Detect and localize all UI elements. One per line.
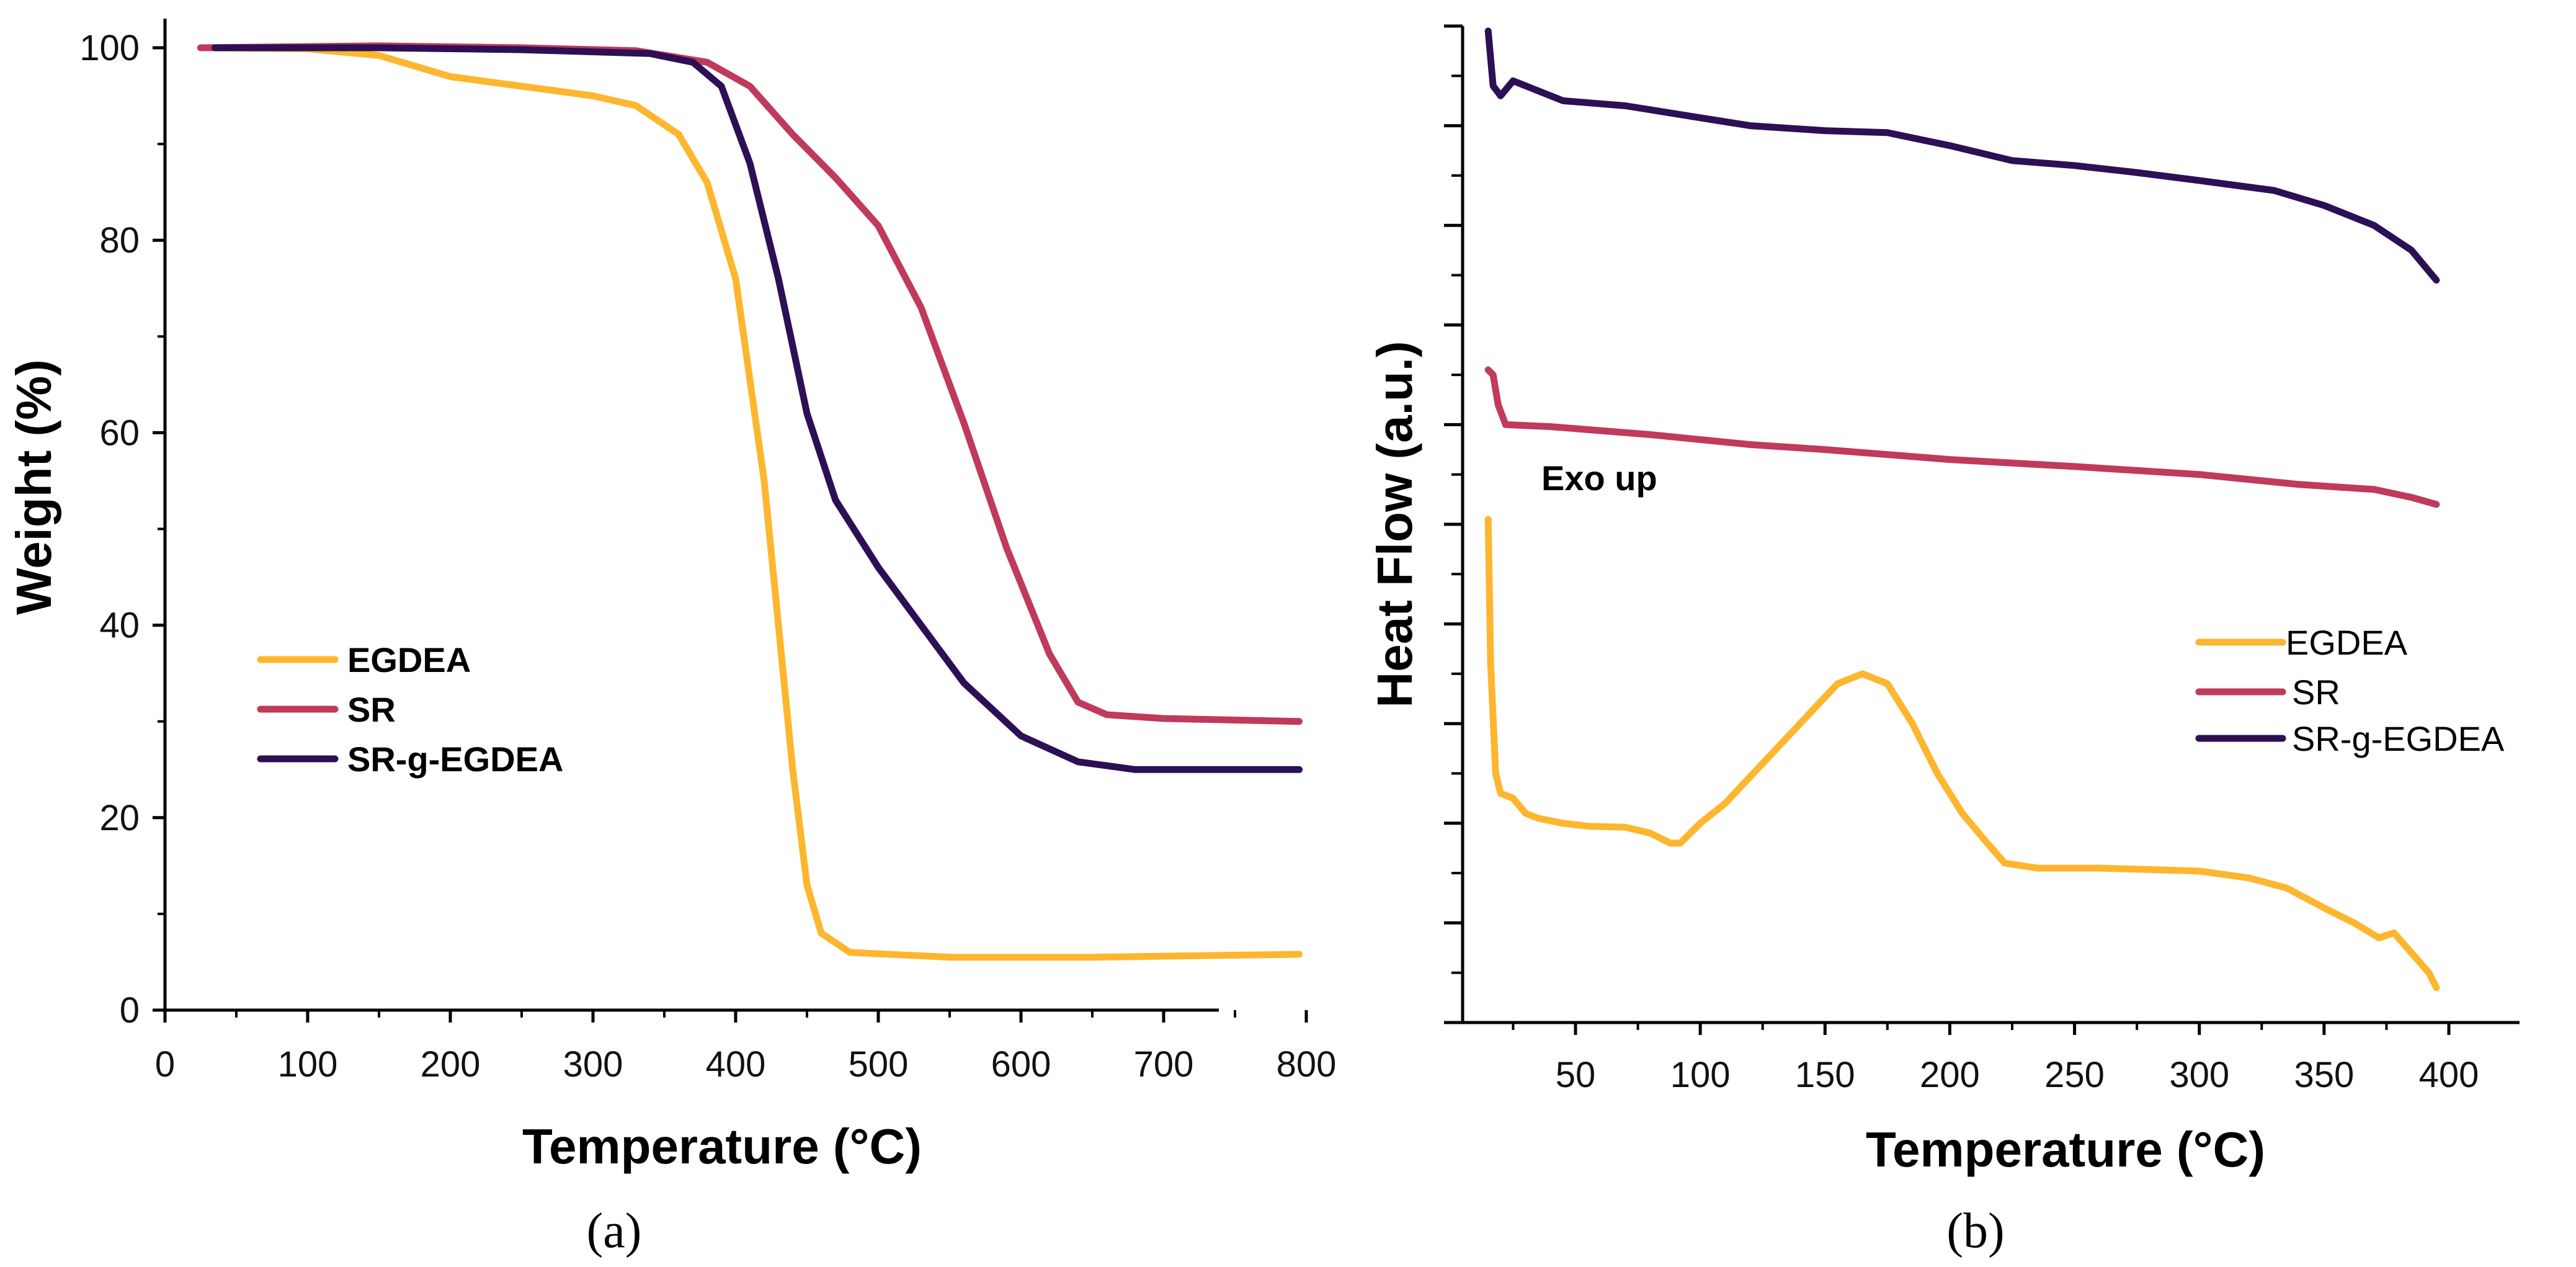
panel-a-ticks: 0 100 200 300 400 500 600 700 800 0 20 40 60 80 100: [79, 28, 1336, 1085]
panel-b-series-sr-g-egdea: [1484, 27, 2440, 284]
legend-b-srg-label: SR-g-EGDEA: [2292, 719, 2505, 758]
panel-b-label: (b): [1946, 1204, 2004, 1258]
panel-b-x-tick-label: 200: [1920, 1055, 1980, 1095]
panel-a-legend: EGDEA SR SR-g-EGDEA: [257, 640, 563, 779]
panel-b-ticks: 50 100 150 200 250 300 350 400: [1444, 24, 2479, 1095]
legend-b-sr-label: SR: [2292, 673, 2340, 712]
panel-a-y-tick-label: 40: [99, 606, 140, 646]
panel-a-x-tick-label: 600: [991, 1044, 1051, 1085]
panel-b-x-tick-label: 350: [2294, 1055, 2354, 1095]
panel-b-series: [1484, 27, 2440, 992]
panel-a-x-title: Temperature (°C): [522, 1119, 922, 1174]
panel-b-x-title: Temperature (°C): [1866, 1122, 2265, 1177]
panel-a-series: [197, 42, 1303, 961]
panel-a-y-title: Weight (%): [6, 359, 61, 615]
panel-b-x-tick-label: 400: [2419, 1055, 2479, 1095]
panel-a-x-tick-label: 400: [706, 1044, 766, 1085]
panel-a-y-tick-label: 0: [120, 990, 140, 1031]
panel-a-series-sr-g-egdea: [212, 44, 1303, 773]
legend-a-egdea-label: EGDEA: [347, 640, 471, 679]
panel-a-x-tick-label: 700: [1134, 1044, 1194, 1085]
panel-a-chart: 0 100 200 300 400 500 600 700 800 0 20 40 60 80 100 Te…: [6, 19, 1336, 1258]
panel-b-x-tick-label: 250: [2044, 1055, 2105, 1095]
panel-a-x-tick-label: 800: [1277, 1044, 1337, 1085]
panel-a-x-tick-label: 500: [849, 1044, 909, 1085]
panel-a-x-tick-label: 0: [155, 1044, 175, 1085]
panel-a-series-egdea: [197, 44, 1303, 961]
legend-a-srg-label: SR-g-EGDEA: [347, 740, 563, 779]
panel-b-legend: EGDEA SR SR-g-EGDEA: [2195, 623, 2505, 758]
panel-b-x-tick-label: 100: [1670, 1055, 1731, 1095]
panel-a-y-tick-label: 80: [99, 220, 140, 261]
panel-a-x-tick-label: 200: [421, 1044, 481, 1085]
panel-a-y-tick-label: 20: [99, 798, 140, 838]
panel-a-y-tick-label: 60: [99, 413, 140, 453]
legend-b-egdea-label: EGDEA: [2286, 623, 2408, 662]
panel-a-label: (a): [587, 1204, 642, 1258]
panel-b-series-egdea: [1484, 516, 2440, 992]
panel-a-x-tick-label: 100: [278, 1044, 338, 1085]
panel-b-series-sr: [1484, 366, 2440, 508]
panel-a-x-tick-label: 300: [563, 1044, 623, 1085]
panel-b-x-tick-label: 50: [1556, 1055, 1596, 1095]
panel-b-chart: 50 100 150 200 250 300 350 400 Temperature (°C)…: [1367, 24, 2520, 1258]
panel-b-y-title: Heat Flow (a.u.): [1367, 341, 1422, 707]
exo-up-annotation: Exo up: [1541, 459, 1657, 498]
legend-a-sr-label: SR: [347, 690, 396, 729]
panel-b-x-tick-label: 300: [2169, 1055, 2229, 1095]
panel-a-y-tick-label: 100: [79, 28, 140, 68]
panel-b-x-tick-label: 150: [1795, 1055, 1855, 1095]
